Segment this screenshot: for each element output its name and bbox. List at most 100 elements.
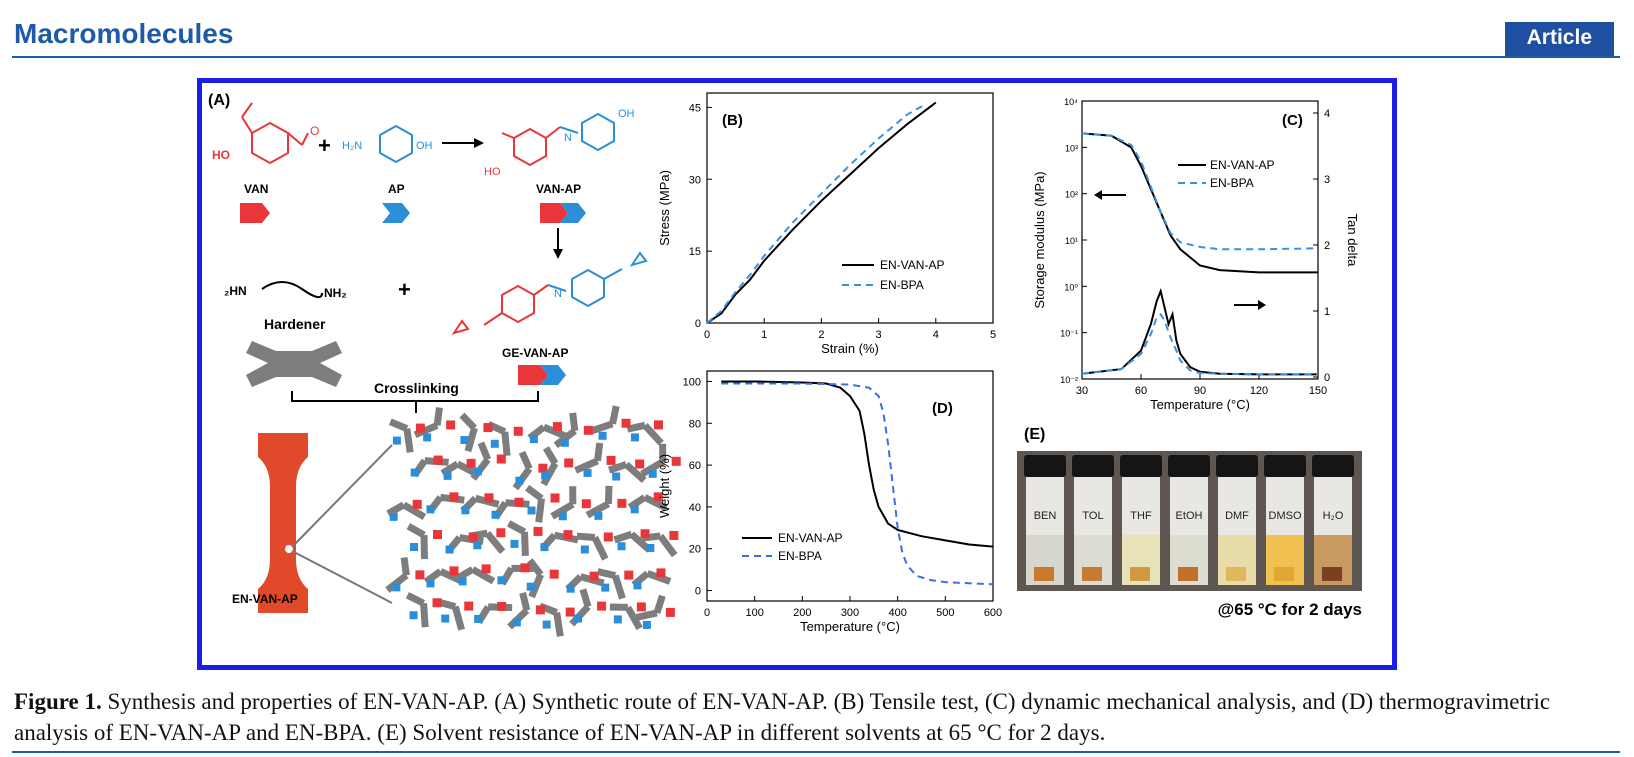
ap-h2n: H₂N [342, 140, 362, 152]
vanap-oh: OH [618, 108, 635, 120]
network-node-red [466, 458, 476, 468]
network-node-blue [601, 583, 610, 592]
y-tick-label-C: 10⁰ [1064, 282, 1078, 292]
x-tick-label-D: 100 [745, 607, 763, 619]
network-node-blue [560, 438, 569, 447]
network-node-red [433, 530, 443, 540]
panel-e-label: (E) [1024, 426, 1045, 443]
vial-label: DMF [1225, 510, 1249, 522]
vanap-molecule [501, 112, 615, 167]
y-tick-label-D: 40 [689, 502, 701, 514]
network-node-blue [630, 433, 639, 442]
network-node-blue [392, 583, 401, 592]
network-node-blue [443, 471, 452, 480]
network-segment [385, 572, 409, 593]
network-node-red [484, 493, 494, 503]
network-node-blue [515, 476, 524, 485]
legend-label-C-1: EN-BPA [1210, 176, 1254, 190]
network-node-blue [389, 512, 398, 521]
y-tick-label-C: 10⁻¹ [1060, 329, 1078, 339]
network-node-red [513, 426, 523, 436]
network-segment [459, 412, 477, 431]
network-segment [464, 427, 478, 453]
panel-label-C: (C) [1282, 112, 1303, 129]
vial-sample [1082, 567, 1102, 581]
x-tick-label-D: 500 [936, 607, 954, 619]
network-node-blue [529, 435, 538, 444]
network-node-blue [474, 614, 483, 623]
footer-rule [12, 751, 1620, 753]
network-node-red [468, 532, 478, 542]
network-node-blue [526, 582, 535, 591]
network-segment [553, 612, 564, 637]
vial-sample [1178, 567, 1198, 581]
network-node-red [496, 454, 506, 464]
caption-lead: Figure 1. [14, 689, 102, 714]
network-segment [604, 485, 613, 504]
gevanap-n: N [554, 288, 562, 300]
network-node-red [520, 563, 530, 573]
y-axis-label-C: Storage modulus (MPa) [1032, 171, 1047, 308]
network-node-red [496, 528, 506, 538]
network-node-blue [510, 539, 519, 548]
vanap-ho: HO [484, 166, 501, 178]
x-tick-label-D: 200 [793, 607, 811, 619]
network-node-blue [512, 618, 521, 627]
network-node-red [550, 493, 560, 503]
network-node-blue [566, 584, 575, 593]
y2-tick-label-C: 3 [1324, 174, 1330, 186]
network-node-red [449, 566, 459, 576]
network-node-red [565, 607, 575, 617]
vial-label: BEN [1034, 510, 1057, 522]
network-segment [420, 602, 429, 628]
network-node-blue [392, 436, 401, 445]
network-node-blue [598, 431, 607, 440]
network-node-red [535, 605, 545, 615]
network-segment [576, 532, 596, 541]
down-arrowhead [553, 249, 563, 259]
ap-oh: OH [416, 140, 433, 152]
gevanap-shape-red [518, 365, 548, 385]
network-node-blue [642, 620, 651, 629]
network-segment [626, 421, 646, 433]
network-node-blue [542, 620, 551, 629]
vanap-shape-red [540, 203, 568, 223]
x-axis-label-C: Temperature (°C) [1150, 397, 1250, 412]
network-node-red [564, 458, 574, 468]
y-tick-label-C: 10⁴ [1064, 97, 1078, 107]
network-node-blue [630, 505, 639, 514]
zoom-line-top [291, 444, 393, 548]
network-node-red [653, 420, 663, 430]
van-ho: HO [212, 148, 230, 162]
vial-label: THF [1130, 510, 1152, 522]
network-node-blue [583, 468, 592, 477]
network-segment [569, 412, 579, 432]
figure-frame: (A) O HO VAN + H₂N OH AP N OH [197, 78, 1397, 670]
x-tick-label-B: 3 [876, 329, 882, 341]
vial-cap [1072, 455, 1114, 477]
series-line-D-1 [721, 382, 994, 586]
header-rule [12, 56, 1620, 58]
network-node-blue [540, 543, 549, 552]
network-segment [484, 531, 506, 554]
network-segment [470, 566, 496, 585]
network-node-blue [458, 577, 467, 586]
vial-row: BEN TOL THF EtOH DMF DMSO H₂O [1024, 455, 1354, 585]
network-node-red [514, 497, 524, 507]
x-tick-label-C: 60 [1135, 385, 1147, 397]
network-segment [403, 428, 414, 453]
network-segment [550, 501, 575, 520]
plus-sign-2: + [398, 277, 411, 302]
y-tick-label-D: 80 [689, 418, 701, 430]
vanap-shape-blue [560, 203, 586, 223]
network-node-red [415, 423, 425, 433]
network-node-blue [633, 581, 642, 590]
panel-a: (A) O HO VAN + H₂N OH AP N OH [208, 92, 681, 637]
network-node-red [653, 492, 663, 502]
vanap-n: N [564, 132, 572, 144]
network-segment [574, 457, 599, 474]
y-tick-label-B: 0 [695, 318, 701, 330]
y2-tick-label-C: 0 [1324, 372, 1330, 384]
network-segment [506, 520, 527, 535]
